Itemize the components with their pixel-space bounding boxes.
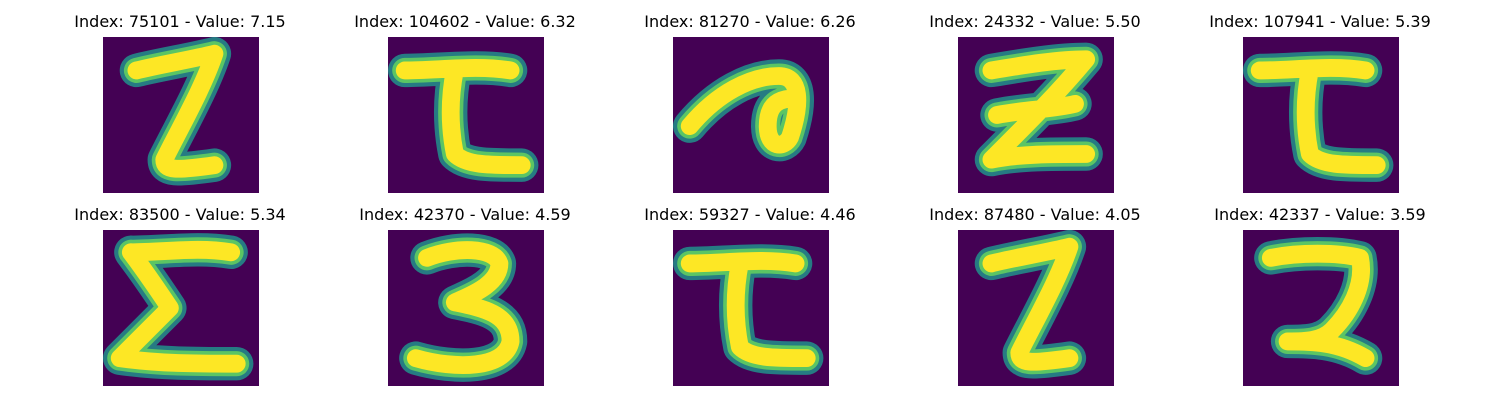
image-panel: Index: 42337 - Value: 3.59	[1195, 205, 1445, 386]
panel-title: Index: 81270 - Value: 6.26	[644, 12, 856, 31]
digit-thumbnail	[673, 37, 829, 193]
handwritten-glyph-image	[958, 230, 1114, 386]
digit-thumbnail	[673, 230, 829, 386]
image-panel: Index: 42370 - Value: 4.59	[340, 205, 590, 386]
image-panel: Index: 59327 - Value: 4.46	[625, 205, 875, 386]
handwritten-glyph-image	[673, 37, 829, 193]
image-panel: Index: 107941 - Value: 5.39	[1195, 12, 1445, 193]
handwritten-glyph-image	[958, 37, 1114, 193]
handwritten-glyph-image	[103, 230, 259, 386]
digit-thumbnail	[103, 37, 259, 193]
digit-thumbnail	[103, 230, 259, 386]
panel-title: Index: 104602 - Value: 6.32	[354, 12, 576, 31]
digit-thumbnail	[1243, 230, 1399, 386]
handwritten-glyph-image	[103, 37, 259, 193]
digit-thumbnail	[1243, 37, 1399, 193]
panel-title: Index: 87480 - Value: 4.05	[929, 205, 1141, 224]
image-panel: Index: 81270 - Value: 6.26	[625, 12, 875, 193]
panel-title: Index: 24332 - Value: 5.50	[929, 12, 1141, 31]
handwritten-glyph-image	[1243, 230, 1399, 386]
panel-title: Index: 83500 - Value: 5.34	[74, 205, 286, 224]
handwritten-glyph-image	[1243, 37, 1399, 193]
handwritten-glyph-image	[388, 230, 544, 386]
panel-title: Index: 42337 - Value: 3.59	[1214, 205, 1426, 224]
handwritten-glyph-image	[388, 37, 544, 193]
panel-title: Index: 59327 - Value: 4.46	[644, 205, 856, 224]
panel-title: Index: 42370 - Value: 4.59	[359, 205, 571, 224]
digit-thumbnail	[388, 37, 544, 193]
image-panel: Index: 87480 - Value: 4.05	[910, 205, 1160, 386]
digit-thumbnail	[958, 37, 1114, 193]
image-panel: Index: 75101 - Value: 7.15	[55, 12, 305, 193]
panel-title: Index: 107941 - Value: 5.39	[1209, 12, 1431, 31]
handwritten-glyph-image	[673, 230, 829, 386]
image-panel: Index: 24332 - Value: 5.50	[910, 12, 1160, 193]
digit-thumbnail	[958, 230, 1114, 386]
image-panel: Index: 83500 - Value: 5.34	[55, 205, 305, 386]
digit-thumbnail	[388, 230, 544, 386]
panel-title: Index: 75101 - Value: 7.15	[74, 12, 286, 31]
image-panel: Index: 104602 - Value: 6.32	[340, 12, 590, 193]
